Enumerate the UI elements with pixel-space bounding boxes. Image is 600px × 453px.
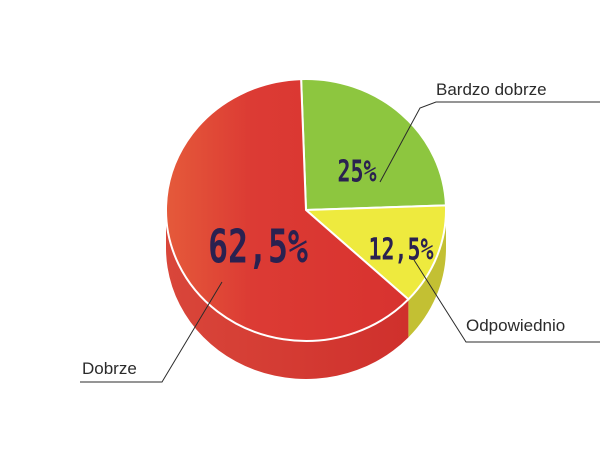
pie-labels: 25% Bardzo dobrze 12,5% Odpowiednio 62,5% Dob…: [80, 80, 600, 383]
pie-sides: [165, 210, 446, 379]
category-label-bardzo-dobrze: Bardzo dobrze: [436, 80, 547, 99]
leader-line-bardzo-dobrze: [379, 101, 600, 183]
slice-side-odpowiednio: [408, 210, 446, 338]
category-label-odpowiednio: Odpowiednio: [466, 316, 565, 335]
value-label-odpowiednio: 12,5%: [369, 233, 434, 267]
leader-line-odpowiednio: [413, 259, 600, 343]
category-label-dobrze: Dobrze: [82, 359, 137, 378]
value-label-dobrze: 62,5%: [208, 221, 308, 274]
pie-slices: [165, 78, 447, 342]
leader-line-dobrze: [80, 281, 223, 383]
slice-side-dobrze: [165, 210, 409, 379]
slice-bardzo-dobrze: [300, 78, 447, 211]
slice-odpowiednio: [305, 204, 447, 301]
slice-dobrze: [165, 78, 410, 342]
value-label-bardzo-dobrze: 25%: [338, 155, 377, 189]
